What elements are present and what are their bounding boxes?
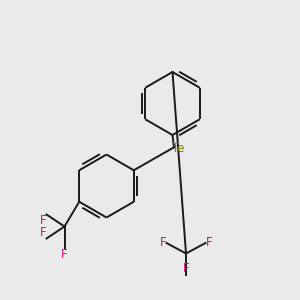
Text: F: F: [183, 262, 189, 275]
Text: F: F: [40, 214, 46, 227]
Text: F: F: [206, 236, 212, 250]
Text: Te: Te: [172, 142, 185, 155]
Text: F: F: [160, 236, 166, 250]
Text: F: F: [61, 248, 68, 260]
Text: F: F: [40, 226, 46, 238]
